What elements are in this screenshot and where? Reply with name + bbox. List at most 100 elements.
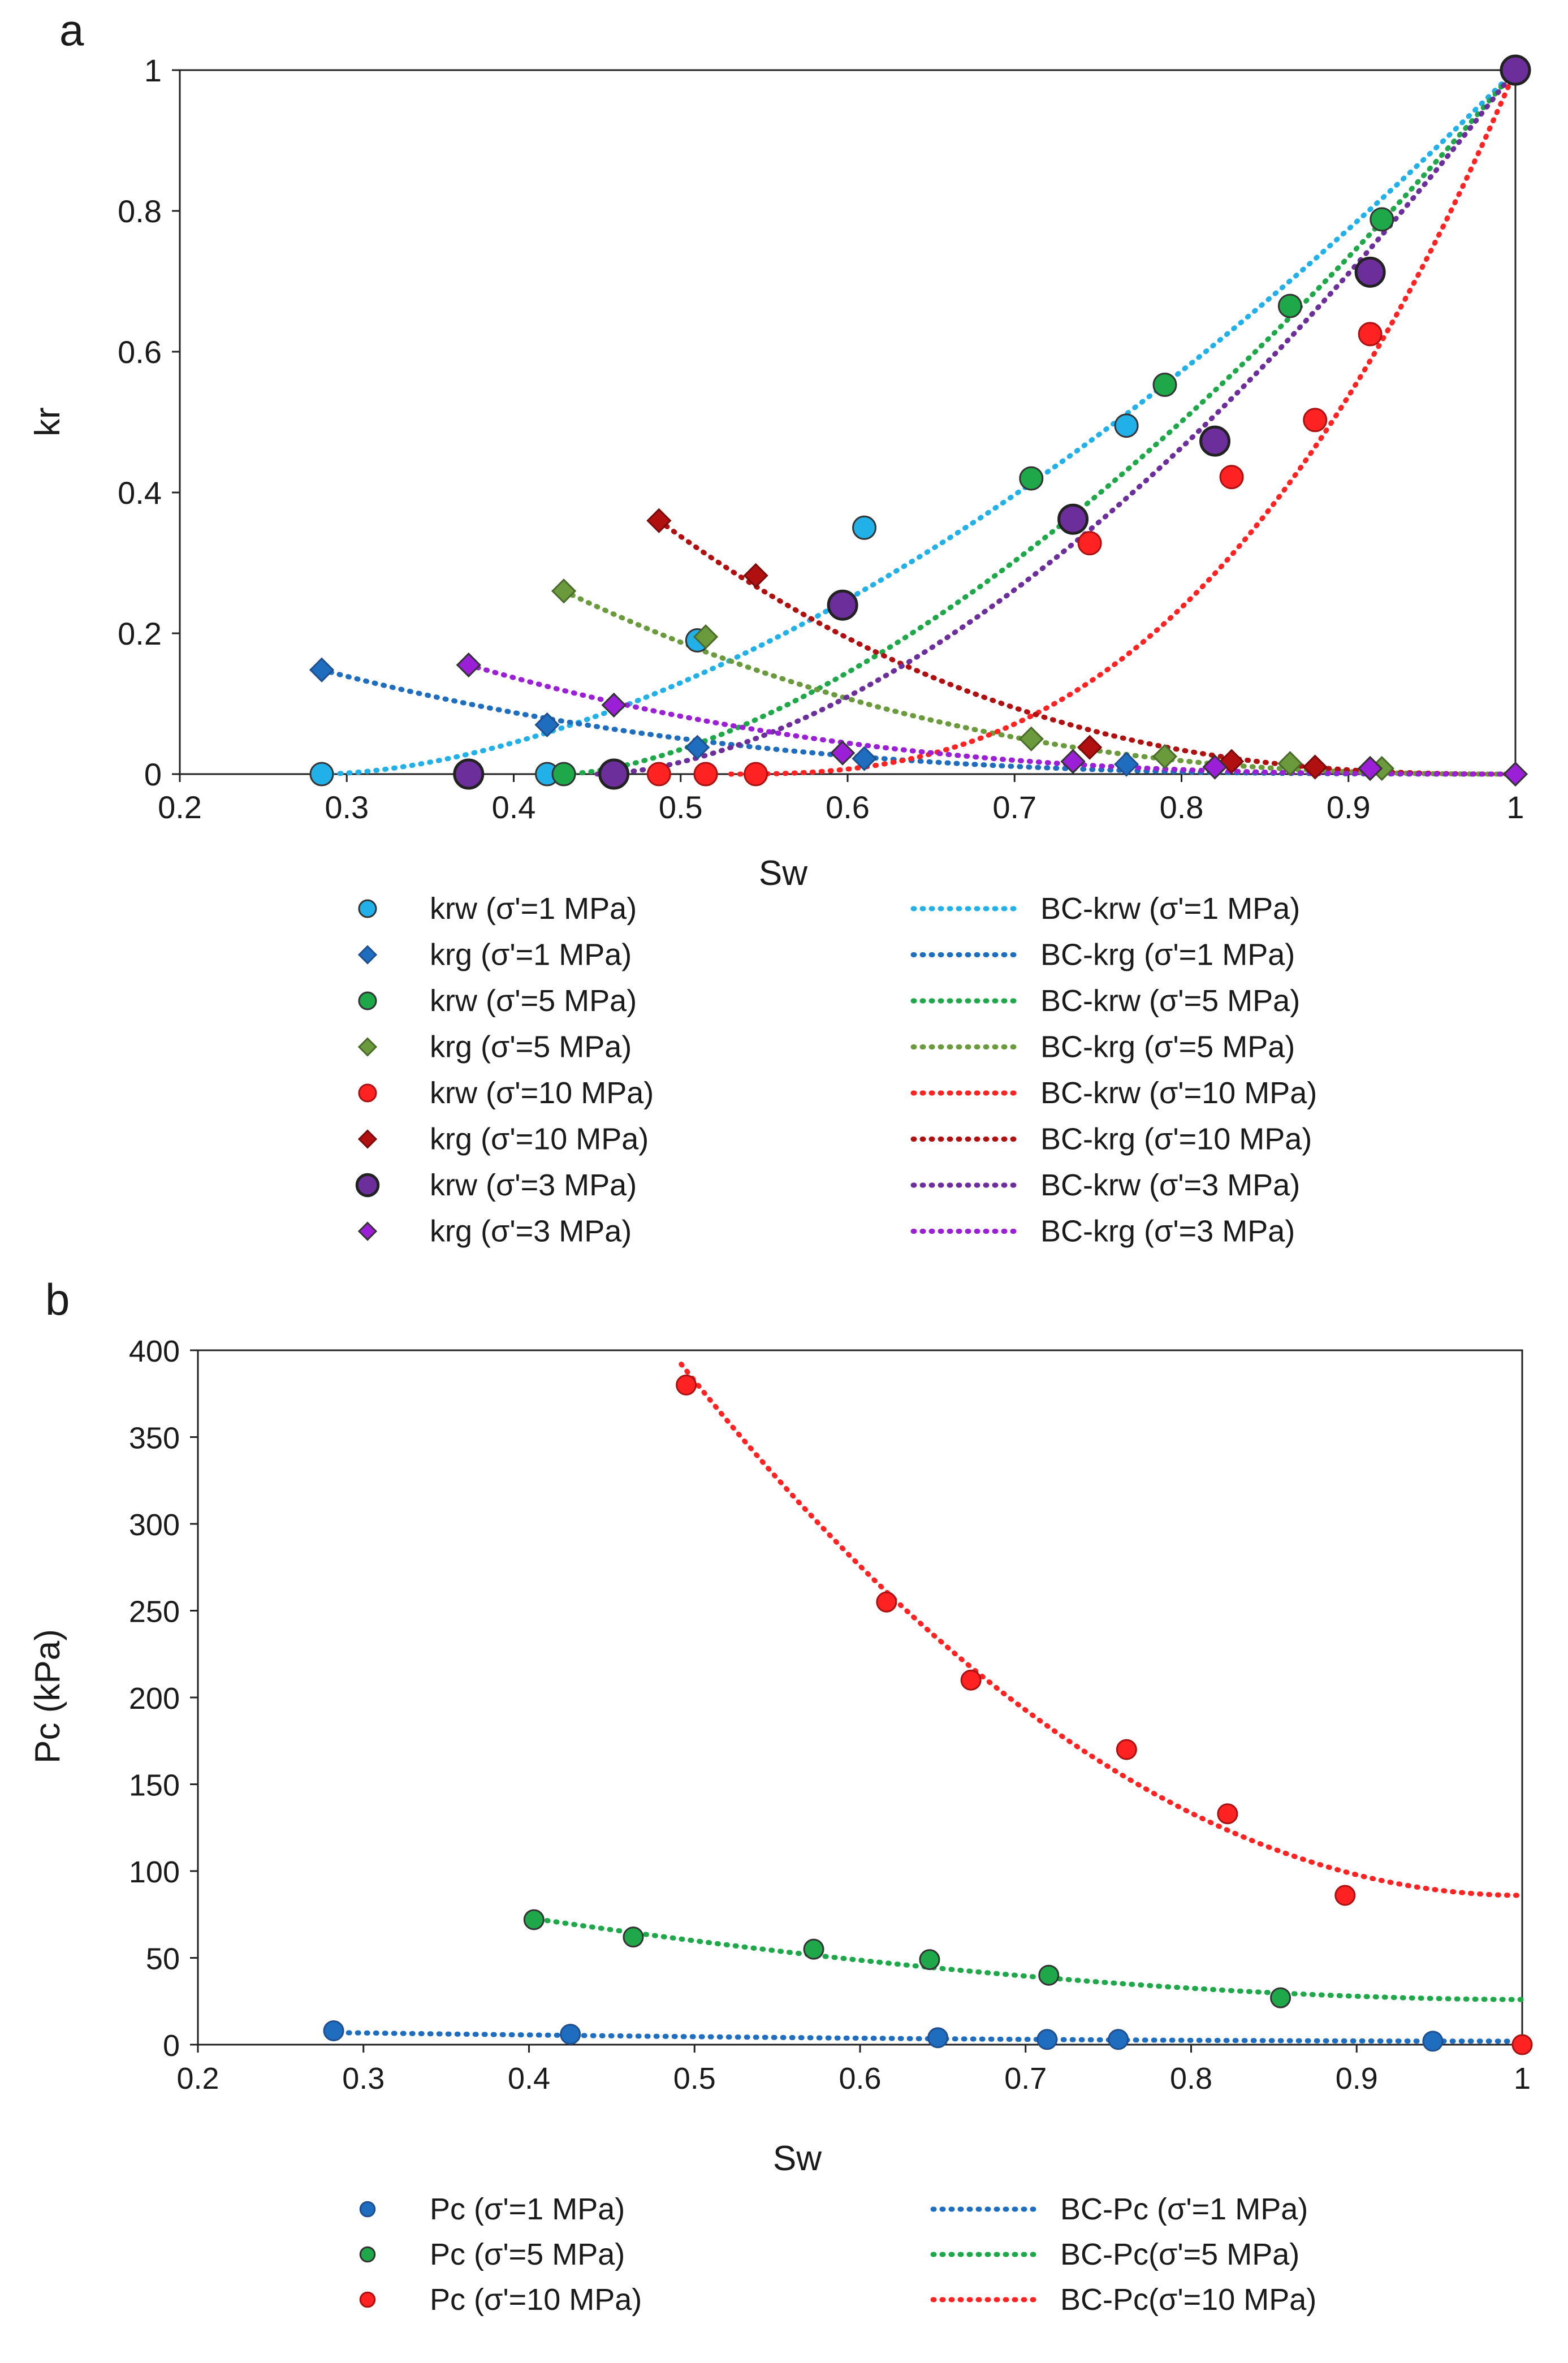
y-tick-label: 100 xyxy=(129,1855,180,1889)
data-point-pc-5-mpa xyxy=(1270,1987,1291,2008)
legend-label-krg-10-mpa: krg (σ'=10 MPa) xyxy=(430,1122,649,1156)
data-point-krg-3-mpa xyxy=(830,740,856,766)
legend-marker-krg-1-mpa xyxy=(357,945,378,965)
data-point-krg-3-mpa xyxy=(601,692,627,718)
panel-a-x-axis-label: Sw xyxy=(759,854,807,893)
data-point-krg-10-mpa xyxy=(1077,735,1103,760)
panel-b-ticks: 0.2 0.3 0.4 0.5 0.6 0.7 0.8 0.9 1 0 50 100 150 200 250… xyxy=(129,1334,1531,2096)
x-tick-label: 0.7 xyxy=(1004,2062,1047,2096)
y-tick-label: 250 xyxy=(129,1595,180,1629)
data-point-krg-10-mpa xyxy=(1302,754,1328,780)
x-tick-label: 0.5 xyxy=(659,789,703,825)
data-point-pc-5-mpa xyxy=(919,1949,940,1971)
panel-b-fit-lines xyxy=(327,1362,1525,2044)
legend-label-krw-3-mpa: krw (σ'=3 MPa) xyxy=(430,1168,637,1202)
x-tick-label: 0.8 xyxy=(1170,2062,1212,2096)
panel-b-y-axis-label: Pc (kPa) xyxy=(28,1629,67,1764)
panel-b-label: b xyxy=(45,1275,70,1324)
x-tick-label: 1 xyxy=(1514,2062,1531,2096)
legend-label-bc-pc-10-mpa: BC-Pc(σ'=10 MPa) xyxy=(1060,2283,1316,2317)
y-tick-label: 400 xyxy=(129,1334,180,1368)
data-point-pc-10-mpa xyxy=(1217,1803,1238,1825)
legend-label-krw-5-mpa: krw (σ'=5 MPa) xyxy=(430,984,637,1018)
panel-a-legend: krw (σ'=1 MPa) krg (σ'=1 MPa) krw (σ'=5 MP… xyxy=(355,892,1317,1249)
data-point-krw-5-mpa xyxy=(551,762,576,787)
data-point-pc-10-mpa xyxy=(1511,2034,1533,2055)
data-point-krw-3-mpa xyxy=(1500,54,1531,86)
data-point-krw-10-mpa xyxy=(693,762,718,787)
legend-label-pc-1-mpa: Pc (σ'=1 MPa) xyxy=(430,2192,625,2226)
y-tick-label: 0.8 xyxy=(118,193,162,229)
legend-label-pc-10-mpa: Pc (σ'=10 MPa) xyxy=(430,2283,642,2317)
y-tick-label: 0.6 xyxy=(118,334,162,370)
data-point-pc-1-mpa xyxy=(1108,2029,1129,2050)
legend-marker-krw-1-mpa xyxy=(358,899,377,918)
legend-label-bc-krw-10-mpa: BC-krw (σ'=10 MPa) xyxy=(1040,1076,1317,1110)
panel-a: a 0.2 0.3 0.4 0.5 0.6 0.7 0.8 0.9 100.20.40.60.8… xyxy=(28,5,1531,1249)
fit-line-bc-krw-3-mpa xyxy=(594,67,1518,777)
data-point-krg-5-mpa xyxy=(1018,726,1044,751)
data-point-pc-5-mpa xyxy=(523,1909,545,1930)
panel-b-points xyxy=(323,1374,1533,2055)
fit-line-bc-pc-10-mpa xyxy=(679,1362,1525,1898)
panel-b-x-axis-label: Sw xyxy=(773,2139,822,2178)
data-point-krg-1-mpa xyxy=(534,712,560,737)
x-tick-label: 0.6 xyxy=(839,2062,881,2096)
legend-marker-pc-5-mpa xyxy=(359,2246,376,2263)
legend-label-krw-10-mpa: krw (σ'=10 MPa) xyxy=(430,1076,654,1110)
data-point-krw-5-mpa xyxy=(1019,466,1044,491)
data-point-krg-1-mpa xyxy=(852,746,877,771)
legend-marker-pc-1-mpa xyxy=(359,2201,376,2218)
data-point-pc-10-mpa xyxy=(676,1374,697,1396)
data-point-krw-5-mpa xyxy=(1277,293,1302,318)
panel-a-ticks: 0.2 0.3 0.4 0.5 0.6 0.7 0.8 0.9 100.20.40.60.81 xyxy=(118,53,1524,825)
data-point-krg-3-mpa xyxy=(1060,749,1086,774)
y-tick-label: 0 xyxy=(163,2029,180,2063)
data-point-krw-1-mpa xyxy=(1114,413,1139,438)
data-point-krg-10-mpa xyxy=(743,563,768,589)
fit-line-bc-krw-1-mpa xyxy=(319,67,1518,777)
y-tick-label: 200 xyxy=(129,1682,180,1716)
x-tick-label: 1 xyxy=(1506,789,1524,825)
panel-b-legend: Pc (σ'=1 MPa) Pc (σ'=5 MPa) Pc (σ'=10 MPa)… xyxy=(359,2192,1316,2317)
legend-marker-krg-5-mpa xyxy=(357,1037,378,1057)
x-tick-label: 0.4 xyxy=(492,789,536,825)
y-tick-label: 150 xyxy=(129,1769,180,1803)
legend-label-krw-1-mpa: krw (σ'=1 MPa) xyxy=(430,892,637,926)
data-point-pc-10-mpa xyxy=(1334,1885,1356,1906)
legend-marker-krw-10-mpa xyxy=(358,1083,377,1103)
data-point-pc-1-mpa xyxy=(323,2020,344,2041)
y-tick-label: 350 xyxy=(129,1422,180,1455)
legend-label-bc-krw-5-mpa: BC-krw (σ'=5 MPa) xyxy=(1040,984,1300,1018)
x-tick-label: 0.2 xyxy=(176,2062,219,2096)
legend-label-bc-krg-5-mpa: BC-krg (σ'=5 MPa) xyxy=(1040,1030,1295,1064)
data-point-krg-1-mpa xyxy=(1113,751,1139,777)
data-point-pc-10-mpa xyxy=(1116,1739,1137,1760)
data-point-krw-1-mpa xyxy=(852,515,877,540)
x-tick-label: 0.2 xyxy=(158,789,202,825)
legend-label-bc-pc-1-mpa: BC-Pc (σ'=1 MPa) xyxy=(1060,2192,1308,2226)
legend-label-bc-krg-3-mpa: BC-krg (σ'=3 MPa) xyxy=(1040,1215,1295,1249)
x-tick-label: 0.8 xyxy=(1160,789,1204,825)
data-point-krw-5-mpa xyxy=(1370,207,1394,232)
legend-marker-krw-3-mpa xyxy=(355,1173,380,1198)
legend-label-krg-3-mpa: krg (σ'=3 MPa) xyxy=(430,1215,632,1249)
data-point-krw-1-mpa xyxy=(309,762,334,787)
y-tick-label: 1 xyxy=(144,53,162,88)
data-point-krg-1-mpa xyxy=(685,735,710,760)
data-point-krw-10-mpa xyxy=(646,762,671,787)
panel-a-label: a xyxy=(59,5,84,55)
data-point-krw-5-mpa xyxy=(1152,373,1177,398)
x-tick-label: 0.9 xyxy=(1327,789,1371,825)
data-point-krw-3-mpa xyxy=(827,589,858,621)
data-point-krg-3-mpa xyxy=(1502,761,1528,787)
data-point-pc-10-mpa xyxy=(876,1591,897,1613)
fit-line-bc-pc-1-mpa xyxy=(327,2030,1525,2044)
y-tick-label: 50 xyxy=(146,1942,180,1976)
data-point-krg-1-mpa xyxy=(309,657,335,682)
data-point-pc-1-mpa xyxy=(1422,2031,1444,2052)
fit-line-bc-krw-5-mpa xyxy=(561,67,1518,777)
y-tick-label: 0.4 xyxy=(118,475,162,511)
data-point-pc-1-mpa xyxy=(1036,2029,1058,2050)
